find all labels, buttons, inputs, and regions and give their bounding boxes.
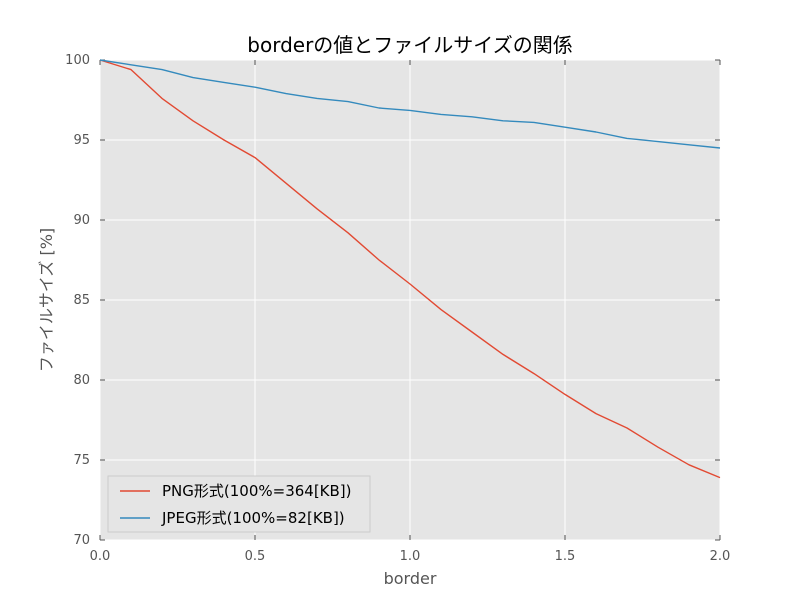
- legend-label-0: PNG形式(100%=364[KB]): [162, 482, 352, 500]
- x-tick-labels: 0.0 0.5 1.0 1.5 2.0: [90, 549, 731, 564]
- x-tick-label: 0.0: [90, 549, 111, 564]
- y-tick-label: 85: [73, 293, 90, 308]
- series-lines: [99, 59, 721, 479]
- series-line-1: [99, 59, 721, 149]
- x-tick-label: 1.0: [400, 549, 421, 564]
- y-tick-label: 80: [73, 373, 90, 388]
- chart-title: borderの値とファイルサイズの関係: [247, 33, 572, 57]
- y-tick-label: 75: [73, 453, 90, 468]
- y-tick-label: 100: [65, 53, 90, 68]
- x-tick-label: 1.5: [555, 549, 576, 564]
- x-axis-label: border: [384, 569, 437, 588]
- legend-box: [107, 475, 371, 533]
- legend-label-1: JPEG形式(100%=82[KB]): [161, 509, 345, 527]
- x-tick-label: 2.0: [710, 549, 731, 564]
- legend: PNG形式(100%=364[KB]) JPEG形式(100%=82[KB]): [107, 475, 371, 533]
- y-tick-label: 95: [73, 133, 90, 148]
- y-tick-labels: 70 75 80 85 90 95 100: [65, 53, 90, 548]
- x-tick-label: 0.5: [245, 549, 266, 564]
- y-tick-label: 70: [73, 533, 90, 548]
- series-line-0: [99, 59, 721, 479]
- y-tick-label: 90: [73, 213, 90, 228]
- y-axis-label: ファイルサイズ [%]: [37, 228, 56, 372]
